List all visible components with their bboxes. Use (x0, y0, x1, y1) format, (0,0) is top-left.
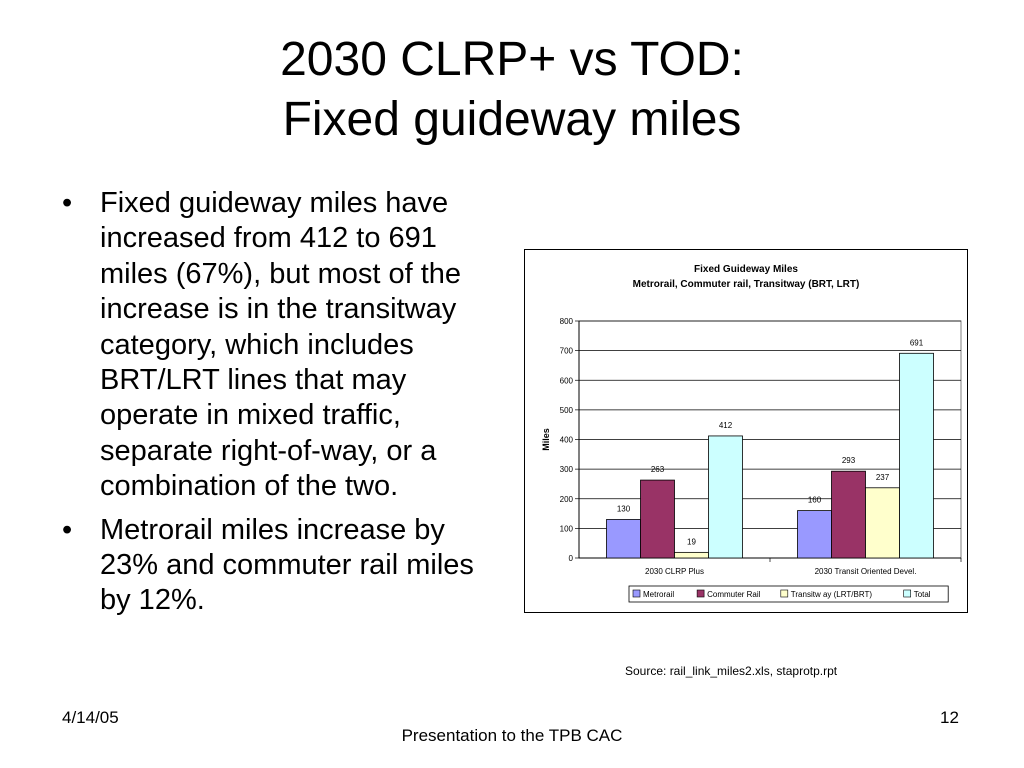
source-note: Source: rail_link_miles2.xls, staprotp.r… (625, 664, 838, 678)
legend-box (628, 585, 949, 603)
legend-swatch (780, 589, 789, 598)
legend-label: Total (914, 590, 931, 599)
x-tick-label: 2030 Transit Oriented Devel. (815, 567, 917, 576)
bar (797, 510, 832, 559)
bar (708, 435, 743, 559)
y-tick-label: 0 (569, 554, 574, 563)
slide-title-line-2: Fixed guideway miles (282, 93, 742, 146)
y-tick-label: 200 (560, 495, 574, 504)
y-tick-label: 100 (560, 524, 574, 533)
bullet-text: Fixed guideway miles have increased from… (100, 187, 462, 503)
bullet-text: Metrorail miles increase by 23% and comm… (100, 513, 474, 617)
y-tick-label: 700 (560, 347, 574, 356)
y-tick-label: 600 (560, 376, 574, 385)
slide-title: 2030 CLRP+ vs TOD: Fixed guideway miles (0, 30, 1024, 150)
legend-label: Transitw ay (LRT/BRT) (791, 590, 873, 599)
slide-title-line-1: 2030 CLRP+ vs TOD: (280, 33, 744, 86)
chart-title: Fixed Guideway Miles (694, 264, 798, 275)
bullet-list: • Fixed guideway miles have increased fr… (62, 186, 492, 627)
footer-date: 4/14/05 (62, 708, 119, 727)
bar (640, 479, 675, 559)
bar (899, 352, 934, 559)
data-label: 691 (910, 338, 924, 347)
page-number: 12 (940, 708, 959, 727)
y-tick-label: 400 (560, 436, 574, 445)
bullet-glyph: • (62, 187, 73, 219)
bullet-item: • Fixed guideway miles have increased fr… (62, 186, 492, 505)
y-tick-label: 300 (560, 465, 574, 474)
legend-swatch (903, 589, 912, 598)
bar (674, 551, 709, 559)
data-label: 237 (876, 473, 890, 482)
legend-swatch (632, 589, 641, 598)
data-label: 130 (617, 504, 631, 513)
legend-label: Commuter Rail (707, 590, 761, 599)
bar (865, 487, 900, 559)
data-label: 293 (842, 456, 856, 465)
y-tick-label: 500 (560, 406, 574, 415)
footer-presentation: Presentation to the TPB CAC (401, 726, 623, 745)
bar (831, 470, 866, 559)
data-label: 412 (719, 421, 733, 430)
x-tick-label: 2030 CLRP Plus (645, 567, 704, 576)
data-label: 160 (808, 496, 822, 505)
legend-swatch (696, 589, 705, 598)
chart-frame: Fixed Guideway Miles Metrorail, Commuter … (524, 249, 968, 613)
chart-subtitle: Metrorail, Commuter rail, Transitway (BR… (633, 279, 860, 290)
data-label: 263 (651, 465, 665, 474)
data-label: 19 (687, 537, 696, 546)
y-tick-label: 800 (560, 317, 574, 326)
bullet-item: • Metrorail miles increase by 23% and co… (62, 513, 492, 619)
legend-label: Metrorail (643, 590, 674, 599)
y-axis-label: Miles (541, 428, 551, 451)
bullet-glyph: • (62, 513, 73, 546)
bar-chart: Fixed Guideway Miles Metrorail, Commuter … (541, 264, 962, 603)
bar (606, 519, 641, 559)
